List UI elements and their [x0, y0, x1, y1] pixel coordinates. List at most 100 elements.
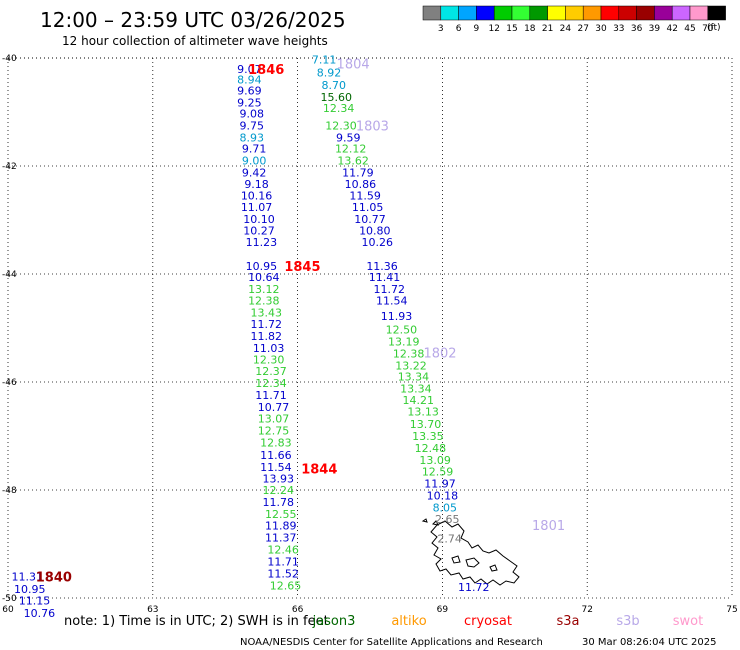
y-tick-label: -44 [2, 270, 17, 280]
wave-height-value: 10.76 [24, 607, 56, 620]
wave-height-value: 12.65 [270, 580, 302, 593]
wave-height-value: 10.16 [241, 190, 273, 203]
footer-timestamp: 30 Mar 08:26:04 UTC 2025 [582, 637, 717, 648]
wave-height-value: 9.18 [244, 178, 269, 191]
wave-height-value: 10.77 [258, 401, 290, 414]
wave-height-value: 11.23 [246, 236, 278, 249]
pass-time-label: 1840 [36, 570, 72, 585]
wave-height-value: 11.78 [263, 496, 295, 509]
wave-height-value: 10.64 [248, 271, 280, 284]
wave-height-value: 11.07 [241, 201, 273, 214]
wave-height-value: 10.95 [246, 260, 278, 273]
pass-time-labels: 1846 1804 1803 1845 1802 1844 1801 1840 [36, 57, 565, 585]
wave-height-value: 11.97 [424, 478, 456, 491]
wave-height-value: 9.71 [242, 143, 267, 156]
footer-credit: NOAA/NESDIS Center for Satellite Applica… [240, 637, 543, 648]
legend-entry-swot: swot [673, 614, 703, 629]
wave-height-value: 11.72 [374, 283, 406, 296]
wave-height-value: 12.38 [393, 347, 425, 360]
wave-height-value: 13.62 [337, 155, 369, 168]
wave-height-value: 13.34 [398, 371, 430, 384]
legend-entry-cryosat: cryosat [464, 614, 512, 629]
wave-height-value: 11.03 [253, 342, 285, 355]
pass-time-label: 1846 [248, 63, 284, 78]
colorbar-tick-label: 45 [684, 24, 695, 34]
wave-height-value: 12.37 [255, 365, 287, 378]
axis-ticks: 60 63 66 69 72 75 -40 -42 -44 -46 -48 -50 [2, 54, 738, 615]
wave-height-value: 13.07 [258, 413, 290, 426]
wave-height-value: 12.12 [335, 143, 367, 156]
colorbar-swatch [618, 5, 637, 21]
colorbar-swatch [707, 5, 726, 21]
wave-height-value: 11.59 [349, 190, 381, 203]
colorbar-tick-label: 3 [438, 24, 444, 34]
y-tick-label: -50 [2, 594, 17, 604]
colorbar-swatch [511, 5, 531, 21]
wave-height-value: 11.72 [458, 581, 490, 594]
wave-height-value: 15.60 [320, 91, 352, 104]
wave-height-value: 11.41 [369, 271, 401, 284]
legend-entry-jason3: jason3 [312, 614, 356, 629]
wave-height-value: 12.46 [267, 543, 299, 556]
legend-entry-altiko: altiko [391, 614, 426, 629]
colorbar-swatch [600, 5, 620, 21]
colorbar-swatch [689, 5, 709, 21]
wave-height-value: 7.11 [312, 54, 337, 67]
map-subtitle: 12 hour collection of altimeter wave hei… [62, 34, 328, 48]
wave-height-value: 8.94 [237, 74, 262, 87]
wave-height-value: 11.82 [250, 330, 282, 343]
wave-height-value: 13.19 [388, 336, 420, 349]
pass-time-label: 1845 [284, 260, 320, 275]
colorbar-tick-label: 21 [542, 24, 553, 34]
colorbar-tick-label: 27 [577, 24, 588, 34]
wave-height-value: 11.71 [255, 389, 287, 402]
wave-height-value: 12.48 [415, 442, 447, 455]
wave-height-value: 11.36 [366, 260, 398, 273]
wave-height-value: 11.15 [19, 595, 51, 608]
kerguelen-islands-coastline [421, 518, 520, 586]
colorbar-tick-label: 30 [595, 24, 607, 34]
colorbar-tick-label: 36 [631, 24, 643, 34]
colorbar-tick-label: 39 [649, 24, 661, 34]
colorbar-tick-label: 15 [506, 24, 517, 34]
wave-height-value: 12.38 [248, 294, 280, 307]
wave-height-value: 10.18 [427, 489, 459, 502]
y-tick-label: -48 [2, 486, 17, 496]
wave-height-value: 9.08 [239, 108, 264, 121]
x-tick-label: 72 [581, 605, 592, 615]
colorbar-tick-label: 9 [474, 24, 480, 34]
wave-height-value: 12.75 [258, 425, 290, 438]
wave-height-value: 12.34 [323, 102, 355, 115]
wave-height-value: 11.72 [250, 318, 282, 331]
wave-height-value: 11.71 [267, 555, 299, 568]
x-tick-label: 69 [437, 605, 449, 615]
wave-height-value: 13.70 [410, 418, 442, 431]
wave-height-value: 11.52 [267, 568, 299, 581]
x-tick-label: 66 [292, 605, 304, 615]
wave-height-value: 13.35 [412, 430, 444, 443]
wave-height-value: 9.69 [237, 84, 262, 97]
colorbar-swatch [476, 5, 495, 21]
wave-height-value: 8.92 [317, 67, 342, 80]
colorbar-tick-label: 42 [666, 24, 677, 34]
wave-height-values: 9.078.949.699.259.089.758.939.719.009.42… [12, 54, 490, 620]
wave-height-value: 10.80 [359, 224, 391, 237]
wave-height-value: 12.83 [260, 436, 292, 449]
wave-height-value: 13.34 [400, 382, 432, 395]
wave-height-value: 8.93 [239, 131, 264, 144]
colorbar-tick-label: 70 [702, 24, 714, 34]
wave-height-value: 11.05 [352, 201, 384, 214]
colorbar-tick-label: 18 [524, 24, 536, 34]
legend-entry-s3a: s3a [556, 614, 579, 629]
wave-height-value: 10.86 [345, 178, 377, 191]
x-tick-label: 75 [726, 605, 737, 615]
colorbar-tick-label: 12 [488, 24, 499, 34]
wave-height-value: 12.55 [265, 508, 297, 521]
colorbar-swatch [422, 5, 442, 21]
wave-height-value: 12.30 [325, 120, 357, 133]
wave-height-value: 12.24 [263, 484, 295, 497]
wave-height-value: 2.74 [437, 533, 462, 546]
x-tick-label: 63 [147, 605, 158, 615]
wave-height-value: 13.22 [395, 359, 427, 372]
wave-height-value: 12.34 [255, 377, 287, 390]
